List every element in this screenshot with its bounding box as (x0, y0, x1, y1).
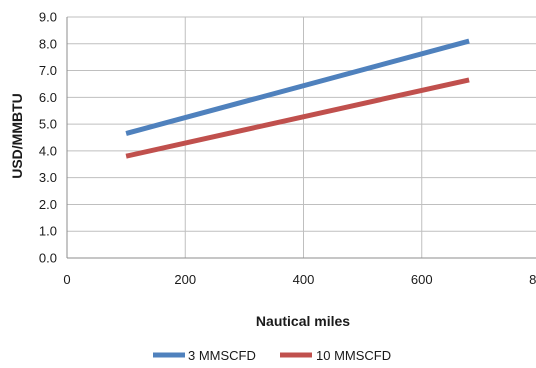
x-tick-label: 200 (174, 272, 196, 287)
y-axis-title: USD/MMBTU (9, 93, 25, 179)
y-tick-label: 8.0 (39, 36, 57, 51)
x-tick-label: 800 (529, 272, 536, 287)
legend-label-1: 3 MMSCFD (188, 348, 256, 363)
x-tick-label: 600 (411, 272, 433, 287)
axes (66, 17, 536, 259)
x-tick-label: 0 (63, 272, 70, 287)
series-line-1 (125, 38, 470, 136)
y-tick-label: 0.0 (39, 251, 57, 266)
legend-label-2: 10 MMSCFD (316, 348, 391, 363)
series-line-2 (125, 77, 470, 159)
series (125, 38, 470, 159)
y-tick-label: 2.0 (39, 197, 57, 212)
y-tick-label: 9.0 (39, 10, 57, 25)
y-tick-label: 6.0 (39, 90, 57, 105)
tick-labels: 0.0 1.0 2.0 3.0 4.0 5.0 6.0 7.0 8.0 9.0 0 200 400 600… (39, 10, 536, 288)
grid (67, 16, 536, 259)
legend: 3 MMSCFD 10 MMSCFD (153, 348, 391, 363)
x-axis-title: Nautical miles (256, 313, 350, 329)
y-tick-label: 5.0 (39, 117, 57, 132)
y-tick-label: 4.0 (39, 143, 57, 158)
y-tick-label: 3.0 (39, 170, 57, 185)
y-tick-label: 7.0 (39, 63, 57, 78)
y-tick-label: 1.0 (39, 224, 57, 239)
x-tick-label: 400 (293, 272, 315, 287)
